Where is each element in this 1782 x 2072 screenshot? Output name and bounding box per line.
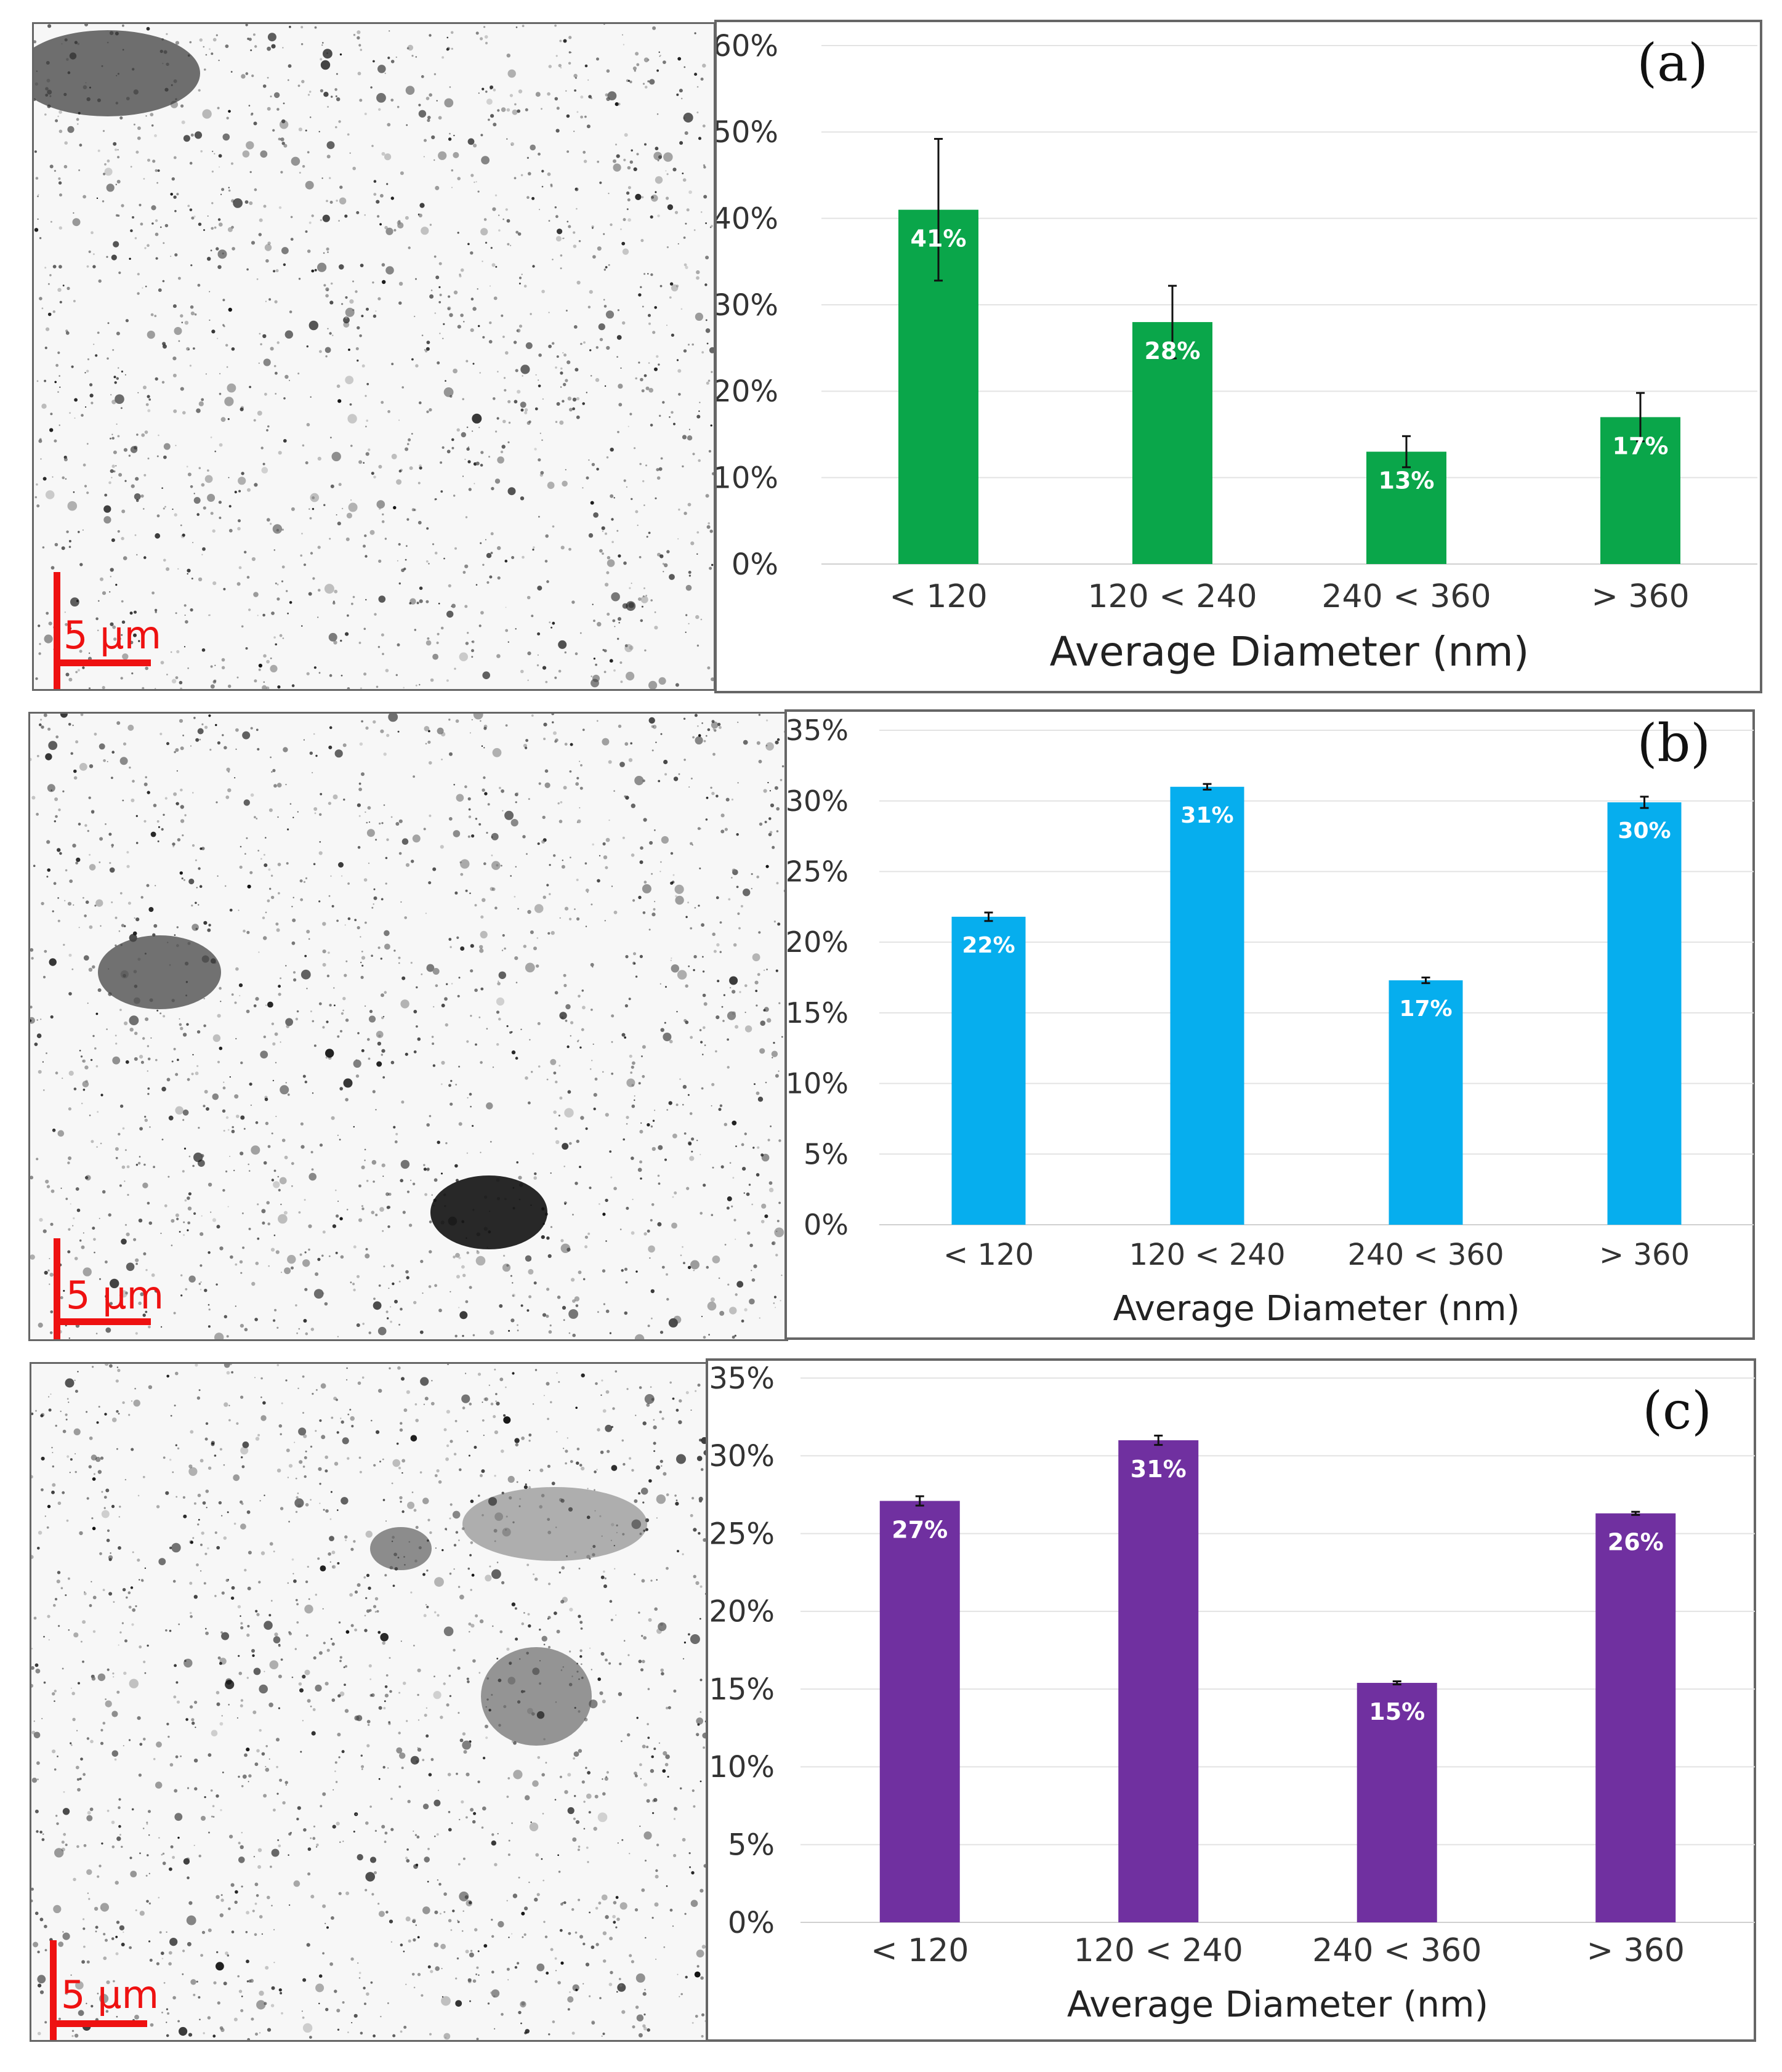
data-label-c-1: 27% — [892, 1517, 948, 1544]
bar-b-2 — [1170, 786, 1244, 1225]
bar-c-2 — [1118, 1440, 1199, 1922]
y-tick-label-b: 15% — [787, 996, 849, 1030]
category-label-c-2: 120 < 240 — [1074, 1932, 1243, 1969]
data-label-a-1: 41% — [911, 225, 967, 252]
speckle-group — [31, 1364, 706, 2040]
data-label-b-1: 22% — [962, 933, 1015, 958]
y-tick-label-c: 15% — [709, 1672, 775, 1707]
category-label-c-4: > 360 — [1587, 1932, 1685, 1969]
data-label-b-4: 30% — [1618, 818, 1671, 844]
y-tick-label-a: 60% — [717, 29, 778, 63]
bar-chart-b: 0% 5% 10% 15% 20% 25% 30% 35% 22% < 120 31% 120 < 2… — [787, 713, 1754, 1329]
y-tick-label-b: 20% — [787, 925, 849, 959]
dark-aggregate — [34, 30, 200, 116]
micrograph-texture-b — [30, 714, 786, 1339]
data-label-b-2: 31% — [1180, 803, 1233, 828]
dark-aggregate — [370, 1527, 432, 1570]
bar-c-1 — [879, 1501, 960, 1922]
category-label-c-3: 240 < 360 — [1312, 1932, 1482, 1969]
y-tick-label-c: 10% — [709, 1750, 775, 1784]
data-label-c-3: 15% — [1369, 1698, 1425, 1725]
scale-bar-label-b: 5 μm — [66, 1273, 164, 1318]
bar-a-3 — [1366, 451, 1446, 564]
micrograph-texture-c — [31, 1364, 706, 2040]
dark-aggregate — [430, 1175, 547, 1249]
chart-panel-a: 0% 10% 20% 30% 40% 50% 60% 41% < 120 28% 120 < 240… — [714, 20, 1762, 693]
y-tick-label-b: 35% — [787, 714, 849, 747]
category-label-a-3: 240 < 360 — [1321, 578, 1491, 615]
data-label-a-2: 28% — [1145, 337, 1201, 365]
category-label-a-4: > 360 — [1591, 578, 1689, 615]
data-label-a-3: 13% — [1379, 467, 1435, 494]
scale-bar-vertical-c — [50, 1940, 57, 2040]
category-label-c-1: < 120 — [871, 1932, 969, 1969]
data-label-c-2: 31% — [1131, 1456, 1187, 1483]
dark-aggregate — [98, 935, 221, 1009]
y-tick-label-a: 0% — [732, 547, 778, 582]
micrograph-texture-a — [34, 24, 714, 689]
y-tick-label-a: 40% — [717, 201, 778, 236]
y-tick-label-c: 5% — [728, 1828, 775, 1863]
panel-label-c: (c) — [1642, 1381, 1712, 1441]
y-tick-label-b: 30% — [787, 784, 849, 818]
data-label-b-3: 17% — [1399, 996, 1452, 1022]
scale-bar-horizontal-c — [50, 2020, 147, 2027]
bar-b-3 — [1389, 980, 1463, 1225]
y-tick-label-a: 50% — [717, 115, 778, 150]
category-label-b-4: > 360 — [1599, 1238, 1690, 1272]
dark-aggregate — [462, 1487, 647, 1561]
scale-bar-horizontal-b — [54, 1318, 151, 1325]
category-label-a-1: < 120 — [889, 578, 987, 615]
x-axis-title-a: Average Diameter (nm) — [1050, 628, 1530, 675]
scale-bar-label-c: 5 μm — [61, 1972, 159, 2017]
micrograph-c: 5 μm — [30, 1362, 708, 2042]
category-label-b-3: 240 < 360 — [1348, 1238, 1504, 1272]
category-label-b-2: 120 < 240 — [1129, 1238, 1286, 1272]
category-label-b-1: < 120 — [943, 1238, 1034, 1272]
micrograph-a: 5 μm — [32, 22, 716, 691]
bar-chart-a: 0% 10% 20% 30% 40% 50% 60% 41% < 120 28% 120 < 240… — [717, 29, 1757, 675]
y-tick-label-a: 30% — [717, 288, 778, 323]
y-tick-label-c: 20% — [709, 1595, 775, 1629]
chart-panel-c: 0% 5% 10% 15% 20% 25% 30% 35% 27% < 120 31% 120 < 2… — [706, 1358, 1756, 2042]
y-tick-label-a: 10% — [717, 461, 778, 495]
scale-bar-vertical-a — [54, 572, 60, 689]
y-tick-label-b: 5% — [804, 1137, 849, 1171]
dark-aggregate — [481, 1647, 592, 1746]
scale-bar-label-a: 5 μm — [63, 613, 161, 658]
bar-chart-c: 0% 5% 10% 15% 20% 25% 30% 35% 27% < 120 31% 120 < 2… — [709, 1361, 1755, 2025]
bar-b-1 — [951, 916, 1026, 1225]
scale-bar-vertical-b — [54, 1238, 60, 1339]
y-tick-label-a: 20% — [717, 374, 778, 409]
y-tick-label-c: 25% — [709, 1517, 775, 1551]
micrograph-b: 5 μm — [28, 712, 788, 1341]
x-axis-title-c: Average Diameter (nm) — [1067, 1983, 1488, 2025]
data-label-c-4: 26% — [1608, 1529, 1664, 1556]
speckle-group — [34, 24, 714, 689]
chart-panel-b: 0% 5% 10% 15% 20% 25% 30% 35% 22% < 120 31% 120 < 2… — [784, 709, 1755, 1340]
y-tick-label-b: 25% — [787, 855, 849, 889]
panel-label-b: (b) — [1637, 713, 1711, 773]
y-tick-label-b: 10% — [787, 1067, 849, 1100]
bar-c-3 — [1357, 1683, 1437, 1922]
data-label-a-4: 17% — [1613, 432, 1669, 459]
scale-bar-horizontal-a — [54, 659, 151, 666]
y-tick-label-c: 0% — [728, 1906, 775, 1940]
bar-b-4 — [1607, 802, 1682, 1225]
bar-a-2 — [1132, 322, 1212, 564]
y-tick-label-c: 35% — [709, 1361, 775, 1396]
y-tick-label-c: 30% — [709, 1439, 775, 1473]
bar-c-4 — [1595, 1513, 1676, 1922]
speckle-group — [30, 714, 786, 1339]
x-axis-title-b: Average Diameter (nm) — [1113, 1289, 1520, 1329]
panel-label-a: (a) — [1637, 33, 1708, 93]
y-tick-label-b: 0% — [804, 1208, 849, 1241]
category-label-a-2: 120 < 240 — [1087, 578, 1257, 615]
